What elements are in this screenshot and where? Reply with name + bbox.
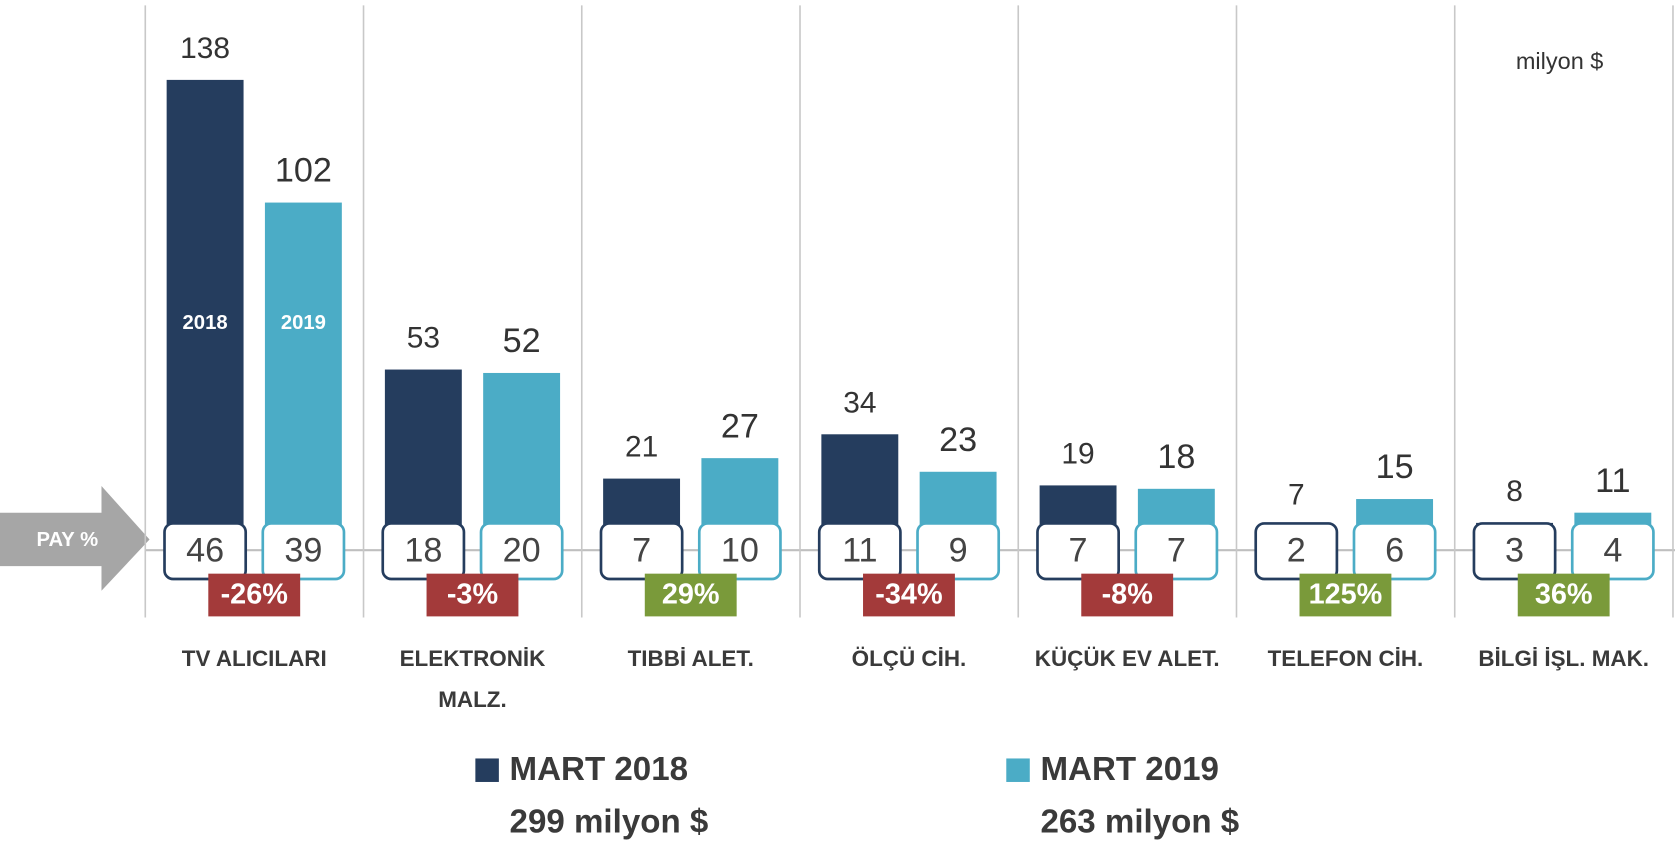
chart: PAY % milyon $ 138201846102201939-26%TV … [0, 0, 1675, 845]
share-label: 4 [1603, 531, 1622, 569]
change-label: -8% [1102, 579, 1153, 611]
unit-label: milyon $ [1516, 48, 1604, 74]
change-label: -34% [875, 579, 942, 611]
x-tick-label: BİLGİ İŞL. MAK. [1478, 646, 1649, 671]
share-label: 46 [186, 531, 224, 569]
x-tick-label: KÜÇÜK EV ALET. [1035, 646, 1220, 671]
value-label: 23 [939, 421, 977, 459]
x-tick-label: TV ALICILARI [182, 646, 327, 671]
value-label: 102 [275, 152, 332, 190]
legend-total: 299 milyon $ [510, 803, 709, 840]
change-label: -3% [447, 579, 498, 611]
value-label: 21 [625, 431, 658, 464]
change-label: 36% [1535, 579, 1593, 611]
share-label: 18 [404, 531, 442, 569]
value-label: 52 [503, 322, 541, 360]
value-label: 53 [407, 322, 440, 355]
x-tick-label: TIBBİ ALET. [628, 646, 754, 671]
value-label: 11 [1595, 462, 1630, 500]
share-label: 10 [721, 531, 759, 569]
share-title: PAY % [36, 529, 98, 551]
value-label: 18 [1157, 438, 1195, 476]
legend-label: MART 2019 [1040, 751, 1218, 788]
change-label: 29% [662, 579, 720, 611]
change-label: -26% [221, 579, 288, 611]
legend-total: 263 milyon $ [1040, 803, 1239, 840]
share-label: 7 [632, 531, 651, 569]
value-label: 7 [1288, 478, 1305, 511]
change-label: 125% [1309, 579, 1383, 611]
value-label: 27 [721, 407, 759, 445]
share-label: 2 [1287, 531, 1306, 569]
share-label: 3 [1505, 531, 1524, 569]
value-label: 8 [1506, 475, 1523, 508]
legend-label: MART 2018 [510, 751, 688, 788]
legend-swatch [475, 758, 499, 782]
legend-swatch [1006, 758, 1030, 782]
value-label: 15 [1376, 448, 1414, 486]
value-label: 19 [1061, 437, 1094, 470]
value-label: 34 [843, 386, 876, 419]
share-label: 11 [842, 531, 877, 569]
bar-inner-label: 2018 [183, 312, 228, 334]
value-label: 138 [180, 32, 230, 65]
x-tick-label: ÖLÇÜ CİH. [852, 646, 967, 671]
bar-inner-label: 2019 [281, 312, 326, 334]
share-label: 7 [1167, 531, 1186, 569]
share-label: 39 [284, 531, 322, 569]
share-label: 7 [1069, 531, 1088, 569]
share-label: 20 [503, 531, 541, 569]
bar [265, 203, 342, 551]
share-label: 6 [1385, 531, 1404, 569]
x-tick-label: TELEFON CİH. [1268, 646, 1424, 671]
share-label: 9 [949, 531, 968, 569]
